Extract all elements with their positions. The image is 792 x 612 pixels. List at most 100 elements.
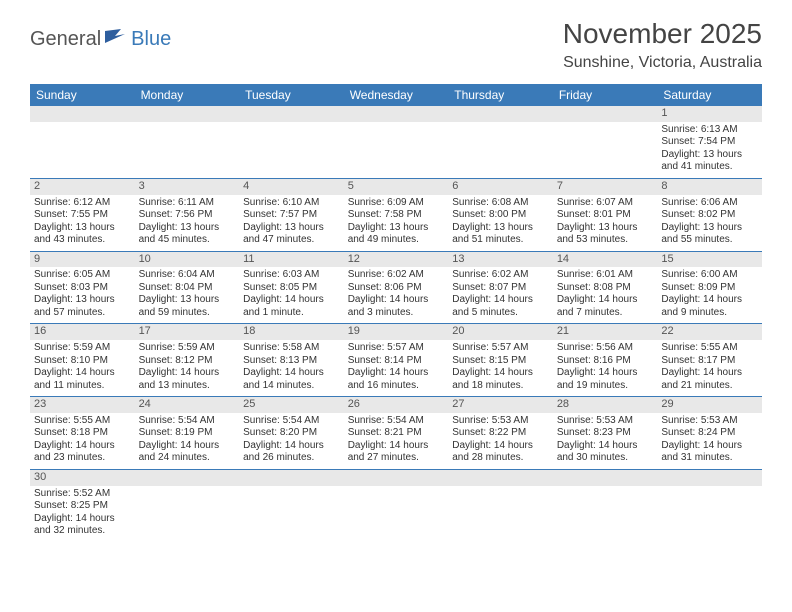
sunset-text: Sunset: 8:20 PM: [243, 427, 340, 440]
day-info: Sunrise: 5:59 AMSunset: 8:10 PMDaylight:…: [34, 342, 131, 392]
day-info: Sunrise: 6:09 AMSunset: 7:58 PMDaylight:…: [348, 197, 445, 247]
logo-text-blue: Blue: [131, 28, 171, 51]
day-number-empty: [30, 106, 135, 122]
sunset-text: Sunset: 8:19 PM: [139, 427, 236, 440]
calendar-day-cell: [239, 469, 344, 541]
calendar-table: Sunday Monday Tuesday Wednesday Thursday…: [30, 84, 762, 542]
calendar-day-cell: [135, 106, 240, 178]
calendar-day-cell: 17 Sunrise: 5:59 AMSunset: 8:12 PMDayligh…: [135, 324, 240, 397]
day-info: Sunrise: 6:07 AMSunset: 8:01 PMDaylight:…: [557, 197, 654, 247]
calendar-day-cell: 10Sunrise: 6:04 AMSunset: 8:04 PMDayligh…: [135, 251, 240, 324]
day-info: Sunrise: 5:55 AMSunset: 8:17 PMDaylight:…: [661, 342, 758, 392]
day-number: 11: [239, 252, 344, 268]
day-info: Sunrise: 6:04 AMSunset: 8:04 PMDaylight:…: [139, 269, 236, 319]
day-info: Sunrise: 5:57 AMSunset: 8:15 PMDaylight:…: [452, 342, 549, 392]
sunrise-text: Sunrise: 6:04 AM: [139, 269, 236, 282]
sunrise-text: Sunrise: 6:01 AM: [557, 269, 654, 282]
logo-text-general: General: [30, 28, 101, 51]
sunrise-text: Sunrise: 5:57 AM: [348, 342, 445, 355]
day-info: Sunrise: 6:02 AMSunset: 8:06 PMDaylight:…: [348, 269, 445, 319]
day-number-empty: [448, 470, 553, 486]
daylight-text: Daylight: 13 hours and 47 minutes.: [243, 222, 340, 247]
day-info: Sunrise: 5:54 AMSunset: 8:21 PMDaylight:…: [348, 415, 445, 465]
daylight-text: Daylight: 13 hours and 45 minutes.: [139, 222, 236, 247]
calendar-day-cell: 28Sunrise: 5:53 AMSunset: 8:23 PMDayligh…: [553, 397, 658, 470]
daylight-text: Daylight: 14 hours and 31 minutes.: [661, 440, 758, 465]
day-number: 2: [30, 179, 135, 195]
calendar-day-cell: 30Sunrise: 5:52 AMSunset: 8:25 PMDayligh…: [30, 469, 135, 541]
daylight-text: Daylight: 13 hours and 59 minutes.: [139, 294, 236, 319]
daylight-text: Daylight: 14 hours and 14 minutes.: [243, 367, 340, 392]
calendar-day-cell: [448, 469, 553, 541]
sunset-text: Sunset: 8:21 PM: [348, 427, 445, 440]
calendar-day-cell: 3Sunrise: 6:11 AMSunset: 7:56 PMDaylight…: [135, 178, 240, 251]
day-info: Sunrise: 5:59 AMSunset: 8:12 PMDaylight:…: [139, 342, 236, 392]
day-info: Sunrise: 6:13 AMSunset: 7:54 PMDaylight:…: [661, 124, 758, 174]
sunset-text: Sunset: 8:00 PM: [452, 209, 549, 222]
sunrise-text: Sunrise: 5:54 AM: [139, 415, 236, 428]
calendar-day-cell: 8Sunrise: 6:06 AMSunset: 8:02 PMDaylight…: [657, 178, 762, 251]
day-number-empty: [657, 470, 762, 486]
day-number-empty: [344, 470, 449, 486]
sunrise-text: Sunrise: 5:58 AM: [243, 342, 340, 355]
sunrise-text: Sunrise: 5:53 AM: [452, 415, 549, 428]
day-info: Sunrise: 5:53 AMSunset: 8:24 PMDaylight:…: [661, 415, 758, 465]
calendar-day-cell: 13Sunrise: 6:02 AMSunset: 8:07 PMDayligh…: [448, 251, 553, 324]
sunset-text: Sunset: 8:04 PM: [139, 282, 236, 295]
sunset-text: Sunset: 7:54 PM: [661, 136, 758, 149]
calendar-day-cell: 12Sunrise: 6:02 AMSunset: 8:06 PMDayligh…: [344, 251, 449, 324]
location-text: Sunshine, Victoria, Australia: [563, 54, 762, 72]
daylight-text: Daylight: 14 hours and 21 minutes.: [661, 367, 758, 392]
day-number-empty: [135, 106, 240, 122]
weekday-header: Saturday: [657, 84, 762, 106]
sunset-text: Sunset: 7:58 PM: [348, 209, 445, 222]
daylight-text: Daylight: 14 hours and 18 minutes.: [452, 367, 549, 392]
day-number: 19: [344, 324, 449, 340]
day-number: 23: [30, 397, 135, 413]
sunrise-text: Sunrise: 5:52 AM: [34, 488, 131, 501]
day-number: 24: [135, 397, 240, 413]
sunrise-text: Sunrise: 6:07 AM: [557, 197, 654, 210]
day-number-empty: [553, 470, 658, 486]
sunset-text: Sunset: 8:07 PM: [452, 282, 549, 295]
calendar-week-row: 9Sunrise: 6:05 AMSunset: 8:03 PMDaylight…: [30, 251, 762, 324]
day-number: 17: [135, 324, 240, 340]
calendar-day-cell: [135, 469, 240, 541]
day-number-empty: [448, 106, 553, 122]
sunset-text: Sunset: 8:24 PM: [661, 427, 758, 440]
calendar-day-cell: 24Sunrise: 5:54 AMSunset: 8:19 PMDayligh…: [135, 397, 240, 470]
day-info: Sunrise: 5:55 AMSunset: 8:18 PMDaylight:…: [34, 415, 131, 465]
calendar-day-cell: 25Sunrise: 5:54 AMSunset: 8:20 PMDayligh…: [239, 397, 344, 470]
sunrise-text: Sunrise: 6:02 AM: [452, 269, 549, 282]
day-number: 30: [30, 470, 135, 486]
flag-icon: [105, 29, 127, 50]
day-info: Sunrise: 6:12 AMSunset: 7:55 PMDaylight:…: [34, 197, 131, 247]
weekday-header: Tuesday: [239, 84, 344, 106]
day-info: Sunrise: 6:11 AMSunset: 7:56 PMDaylight:…: [139, 197, 236, 247]
sunrise-text: Sunrise: 6:08 AM: [452, 197, 549, 210]
logo: General Blue: [30, 28, 171, 51]
calendar-day-cell: 15Sunrise: 6:00 AMSunset: 8:09 PMDayligh…: [657, 251, 762, 324]
sunset-text: Sunset: 8:05 PM: [243, 282, 340, 295]
sunrise-text: Sunrise: 6:09 AM: [348, 197, 445, 210]
day-number: 12: [344, 252, 449, 268]
day-info: Sunrise: 5:53 AMSunset: 8:22 PMDaylight:…: [452, 415, 549, 465]
daylight-text: Daylight: 14 hours and 5 minutes.: [452, 294, 549, 319]
weekday-header: Sunday: [30, 84, 135, 106]
calendar-day-cell: 7Sunrise: 6:07 AMSunset: 8:01 PMDaylight…: [553, 178, 658, 251]
calendar-day-cell: 26Sunrise: 5:54 AMSunset: 8:21 PMDayligh…: [344, 397, 449, 470]
sunset-text: Sunset: 8:13 PM: [243, 355, 340, 368]
calendar-day-cell: [30, 106, 135, 178]
sunrise-text: Sunrise: 5:55 AM: [34, 415, 131, 428]
weekday-header: Wednesday: [344, 84, 449, 106]
daylight-text: Daylight: 14 hours and 23 minutes.: [34, 440, 131, 465]
sunset-text: Sunset: 8:14 PM: [348, 355, 445, 368]
day-number: 16: [30, 324, 135, 340]
sunset-text: Sunset: 8:18 PM: [34, 427, 131, 440]
day-info: Sunrise: 6:06 AMSunset: 8:02 PMDaylight:…: [661, 197, 758, 247]
daylight-text: Daylight: 14 hours and 32 minutes.: [34, 513, 131, 538]
sunset-text: Sunset: 7:57 PM: [243, 209, 340, 222]
sunset-text: Sunset: 8:01 PM: [557, 209, 654, 222]
calendar-day-cell: 11Sunrise: 6:03 AMSunset: 8:05 PMDayligh…: [239, 251, 344, 324]
daylight-text: Daylight: 13 hours and 55 minutes.: [661, 222, 758, 247]
